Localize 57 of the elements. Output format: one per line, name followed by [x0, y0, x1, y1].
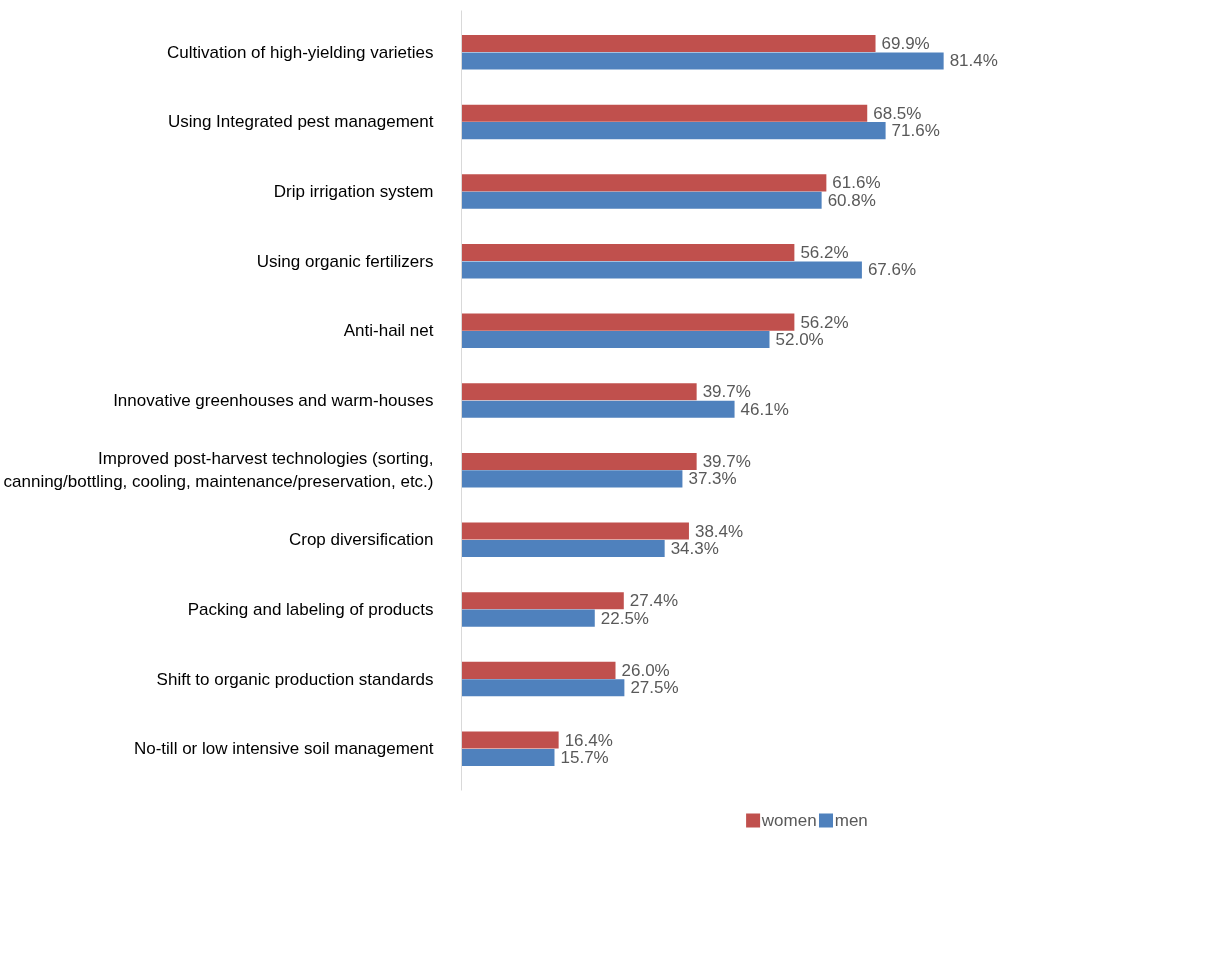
- y-tick-label: Using organic fertilizers: [256, 251, 434, 271]
- y-tick-label: Improved post-harvest technologies (sorting, canning/bottling, cooling, maintenance/preservation, etc.): [3, 449, 434, 492]
- data-label: 81.4%: [949, 51, 998, 71]
- bar: [461, 52, 944, 70]
- legend-label: women: [760, 811, 817, 830]
- data-label: 56.2%: [800, 243, 849, 263]
- y-tick-label: Shift to organic production standards: [156, 669, 434, 689]
- data-label: 61.6%: [832, 173, 881, 193]
- bar: [461, 679, 625, 697]
- bar: [461, 539, 665, 558]
- y-tick-label: Cultivation of high-yielding varieties: [167, 42, 434, 62]
- bar: [461, 331, 770, 349]
- bar: [461, 174, 827, 192]
- data-label: 60.8%: [827, 190, 876, 210]
- data-label: 34.3%: [670, 538, 719, 558]
- bar: [461, 609, 595, 627]
- data-label: 68.5%: [873, 103, 922, 123]
- bar: [461, 122, 886, 140]
- y-tick-label: Innovative greenhouses and warm-houses: [113, 391, 434, 410]
- data-label: 37.3%: [688, 469, 737, 489]
- data-label: 56.2%: [800, 312, 849, 332]
- legend-label: men: [834, 811, 868, 830]
- bar: [461, 592, 624, 610]
- bar: [461, 731, 559, 749]
- data-label: 15.7%: [560, 747, 609, 767]
- bar: [461, 452, 697, 470]
- data-label: 46.1%: [740, 399, 789, 419]
- bar: [461, 104, 868, 122]
- data-label: 26.0%: [621, 660, 670, 680]
- y-tick-label: Drip irrigation system: [273, 182, 434, 202]
- data-label: 16.4%: [564, 730, 613, 750]
- bar: [461, 470, 683, 488]
- data-label: 71.6%: [891, 121, 940, 141]
- data-label: 52.0%: [775, 330, 824, 350]
- bar: [461, 313, 795, 331]
- data-label: 69.9%: [881, 34, 930, 54]
- bar: [461, 243, 795, 262]
- data-label: 39.7%: [702, 451, 751, 471]
- data-label: 27.5%: [630, 678, 679, 698]
- bar: [461, 522, 689, 540]
- bar: [461, 400, 735, 418]
- y-tick-label: Anti-hail net: [343, 321, 434, 341]
- bar: [461, 191, 822, 209]
- data-label: 22.5%: [600, 608, 649, 628]
- bar: [461, 383, 697, 401]
- data-label: 27.4%: [629, 591, 678, 611]
- bar: [461, 661, 616, 679]
- data-label: 39.7%: [702, 382, 751, 402]
- bar: [461, 748, 555, 766]
- bar: [461, 35, 876, 53]
- data-label: 38.4%: [694, 521, 744, 541]
- y-tick-label: Crop diversification: [288, 530, 434, 550]
- bar: [461, 261, 862, 279]
- data-label: 67.6%: [867, 260, 917, 280]
- y-tick-label: No-till or low intensive soil management: [133, 739, 434, 759]
- y-tick-label: Packing and labeling of products: [187, 599, 434, 619]
- y-tick-label: Using Integrated pest management: [167, 112, 434, 132]
